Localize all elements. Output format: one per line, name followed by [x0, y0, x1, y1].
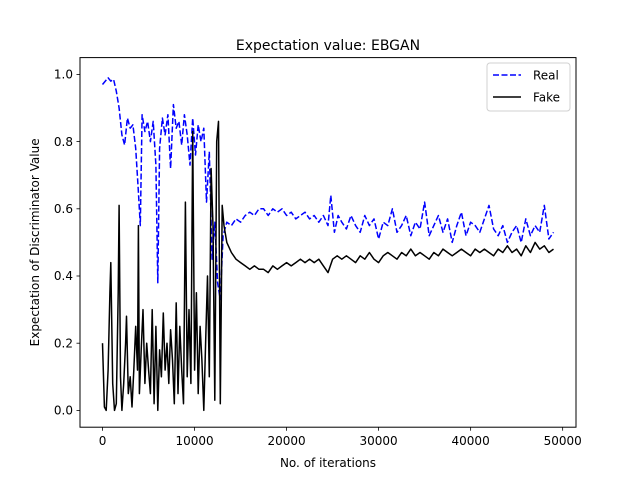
x-tick-label: 30000	[360, 434, 398, 448]
legend-label-real: Real	[533, 69, 559, 83]
y-tick-label: 0.8	[54, 135, 73, 149]
x-axis-label: No. of iterations	[280, 456, 376, 470]
series-line-fake	[101, 120, 554, 412]
x-tick-label: 10000	[175, 434, 213, 448]
x-tick-label: 40000	[452, 434, 490, 448]
y-tick-label: 0.0	[54, 404, 73, 418]
y-tick-label: 0.4	[54, 269, 73, 283]
y-tick-label: 0.6	[54, 202, 73, 216]
chart-title: Expectation value: EBGAN	[236, 38, 420, 54]
x-tick-label: 50000	[544, 434, 582, 448]
y-tick-label: 1.0	[54, 68, 73, 82]
x-tick-label: 0	[99, 434, 107, 448]
series-line-real	[101, 77, 555, 301]
y-axis-label: Expectation of Discriminator Value	[28, 138, 42, 346]
legend-box	[486, 62, 571, 112]
plot-area	[101, 77, 555, 412]
x-tick-label: 20000	[267, 434, 305, 448]
x-axis-ticks: 0 10000 20000 30000 40000 50000	[99, 427, 582, 448]
legend: Real Fake	[486, 62, 571, 112]
legend-label-fake: Fake	[533, 91, 560, 105]
axes-frame	[79, 57, 577, 428]
y-tick-label: 0.2	[54, 336, 73, 350]
y-axis-ticks: 0.0 0.2 0.4 0.6 0.8 1.0	[54, 68, 80, 418]
